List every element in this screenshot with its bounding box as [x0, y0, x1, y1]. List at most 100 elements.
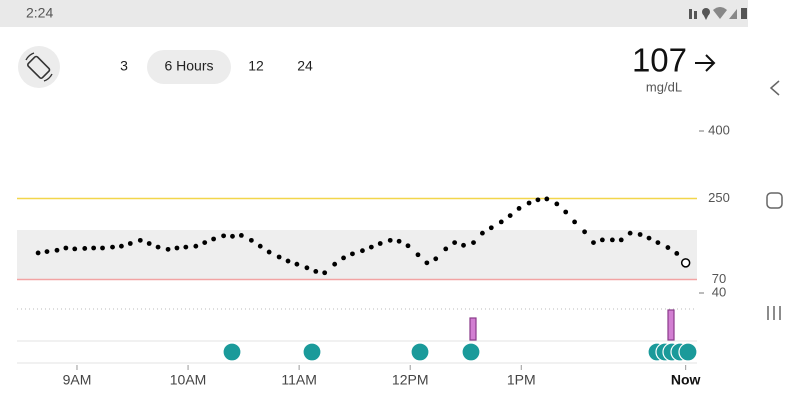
range-tab[interactable]: 12 [248, 58, 264, 74]
x-tick-label: 11AM [281, 372, 317, 388]
events [222, 309, 698, 362]
x-tick-label: Now [671, 372, 701, 388]
insulin-event[interactable] [461, 342, 481, 362]
reading-dot [516, 206, 522, 211]
reading-dot [276, 254, 282, 260]
reading-dot [507, 213, 513, 219]
reading-dot [341, 255, 346, 261]
reading-dot [452, 240, 458, 246]
reading-dot [646, 235, 652, 241]
reading-dot [137, 237, 143, 243]
reading-dot [146, 241, 152, 246]
range-tab[interactable]: 6 Hours [164, 58, 213, 74]
reading-dot [127, 241, 133, 246]
reading-dot [193, 243, 199, 249]
reading-dot [285, 258, 291, 264]
reading-dot [535, 197, 541, 203]
reading-dot [443, 246, 449, 252]
reading-dot [526, 200, 532, 206]
reading-dot [415, 252, 421, 258]
reading-dot [480, 230, 485, 236]
range-tab[interactable]: 24 [297, 58, 313, 74]
insulin-bar [667, 309, 675, 341]
y-tick-label: 70 [712, 271, 726, 286]
reading-dot [563, 209, 569, 215]
reading-dot [471, 240, 476, 246]
reading-dot [211, 236, 217, 242]
reading-dot [91, 245, 97, 251]
reading-dot [155, 244, 161, 250]
exercise-event[interactable] [222, 342, 242, 362]
reading-dot [637, 232, 643, 237]
y-tick-label: 250 [708, 190, 730, 205]
reading-dot [322, 270, 328, 276]
reading-unit: mg/dL [646, 79, 682, 94]
reading-dot [461, 242, 466, 248]
nav-home[interactable] [766, 192, 783, 209]
reading-dot [498, 219, 504, 225]
rotate-button[interactable] [18, 46, 60, 88]
reading-dot [599, 237, 605, 243]
reading-dot [591, 240, 596, 246]
reading-dot [230, 233, 235, 239]
status-time: 2:24 [26, 5, 53, 21]
reading-dot [433, 256, 439, 262]
nav-bar [766, 80, 783, 320]
reading-dot [294, 261, 300, 267]
reading-dot [35, 250, 41, 256]
reading-dot [221, 233, 226, 239]
reading-dot [368, 244, 374, 250]
event[interactable] [678, 342, 698, 362]
reading-dot [618, 237, 624, 243]
reading-dot [44, 249, 50, 255]
reading-dot [405, 243, 411, 249]
range-tab[interactable]: 3 [120, 58, 128, 74]
meal-event[interactable] [410, 342, 430, 362]
reading-dot [313, 269, 319, 274]
reading-dot [665, 245, 671, 250]
reading-dot [609, 237, 615, 243]
reading-dot [655, 240, 661, 246]
reading-dot [350, 251, 355, 257]
reading-dot [554, 201, 560, 207]
reading-dot [387, 237, 393, 243]
reading-dot [627, 230, 633, 236]
status-icons [689, 7, 747, 20]
bg-event[interactable] [302, 342, 322, 362]
status-bar [0, 0, 748, 27]
x-tick-label: 9AM [63, 372, 92, 388]
y-tick-label: 400 [708, 122, 730, 137]
reading-dot [183, 244, 189, 250]
nav-recent[interactable] [767, 306, 781, 320]
reading-dot [257, 243, 263, 249]
reading-dot [424, 260, 430, 266]
insulin-bar [469, 317, 477, 341]
x-tick-label: 1PM [507, 372, 536, 388]
tab-selected-bg [147, 50, 231, 84]
reading-dot [377, 241, 383, 246]
reading-dot [165, 246, 171, 252]
reading-value: 107 [632, 42, 687, 79]
reading-dot [332, 261, 338, 267]
reading-dot [100, 245, 105, 251]
current-reading [680, 258, 691, 268]
reading-dot [54, 247, 60, 253]
reading-dot [63, 245, 69, 251]
reading-dot [396, 238, 402, 244]
reading-dot [248, 237, 254, 243]
reading-dot [266, 249, 272, 255]
nav-back[interactable] [769, 80, 780, 96]
reading-dot [72, 246, 78, 252]
x-tick-label: 10AM [170, 372, 207, 388]
target-band [17, 230, 697, 280]
reading-dot [582, 229, 587, 235]
reading-dot [119, 243, 124, 249]
x-tick-label: 12PM [392, 372, 429, 388]
reading-dot [238, 233, 244, 238]
reading-dot [360, 248, 365, 254]
trend-arrow [695, 54, 716, 72]
reading-dot [110, 244, 115, 250]
reading-dot [202, 240, 208, 246]
